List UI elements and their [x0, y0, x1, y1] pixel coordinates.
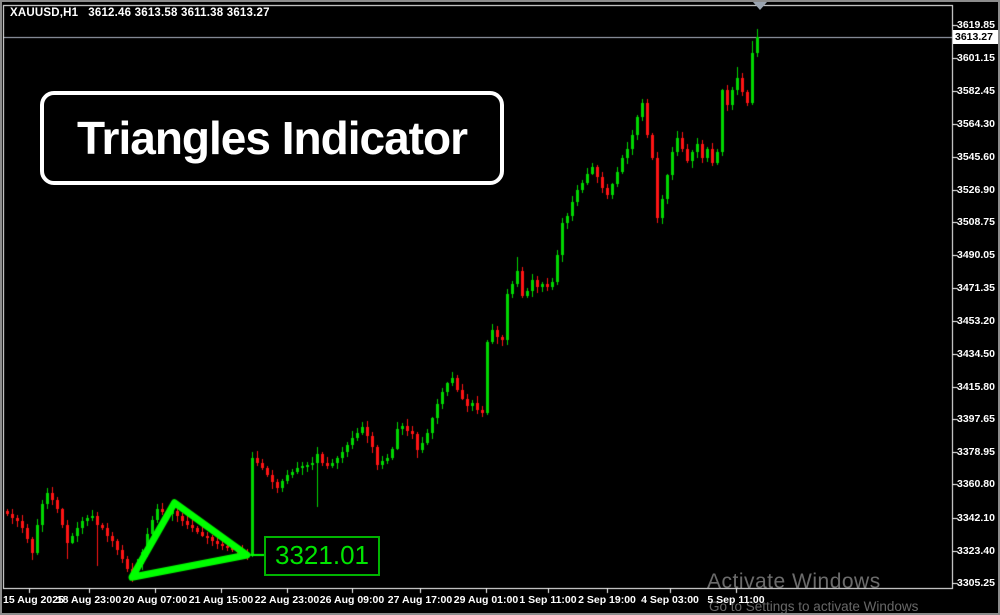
price-tick-label: 3490.05	[957, 249, 995, 261]
price-tick-label: 3342.10	[957, 512, 995, 524]
price-tick-label: 3564.30	[957, 118, 995, 130]
time-tick-label: 21 Aug 15:00	[188, 594, 254, 606]
time-tick-label: 5 Sep 11:00	[707, 594, 765, 606]
price-tick-label: 3453.20	[957, 315, 995, 327]
price-tick-label: 3545.60	[957, 151, 995, 163]
time-tick-label: 1 Sep 11:00	[519, 594, 577, 606]
triangle-price-label[interactable]: 3321.01	[264, 536, 380, 577]
price-tick-label: 3323.40	[957, 545, 995, 557]
activate-windows-watermark: Activate Windows	[707, 570, 881, 593]
price-tick-label: 3471.35	[957, 282, 995, 294]
time-tick-label: 20 Aug 07:00	[122, 594, 188, 606]
ohlc-values-label: 3612.46 3613.58 3611.38 3613.27	[88, 7, 270, 19]
chart-shift-marker-icon	[753, 2, 767, 10]
time-tick-label: 18 Aug 23:00	[56, 594, 122, 606]
price-tick-label: 3434.50	[957, 348, 995, 360]
price-tick-label: 3360.80	[957, 478, 995, 490]
time-tick-label: 27 Aug 17:00	[387, 594, 453, 606]
title-overlay-text: Triangles Indicator	[77, 112, 468, 164]
price-tick-label: 3601.15	[957, 52, 995, 64]
price-tick-label: 3508.75	[957, 216, 995, 228]
price-tick-label: 3526.90	[957, 184, 995, 196]
price-tick-label: 3305.25	[957, 577, 995, 589]
time-tick-label: 26 Aug 09:00	[319, 594, 385, 606]
activate-windows-watermark-subtext: Go to Settings to activate Windows	[709, 599, 919, 614]
time-tick-label: 29 Aug 01:00	[453, 594, 519, 606]
price-tick-label: 3397.65	[957, 413, 995, 425]
current-price-tag: 3613.27	[953, 30, 1000, 44]
time-tick-label: 15 Aug 2025	[3, 594, 64, 606]
symbol-timeframe-label: XAUUSD,H1	[10, 7, 79, 19]
price-tick-label: 3582.45	[957, 85, 995, 97]
time-tick-label: 22 Aug 23:00	[254, 594, 320, 606]
price-tick-label: 3415.80	[957, 381, 995, 393]
chart-header: XAUUSD,H1 3612.46 3613.58 3611.38 3613.27	[10, 7, 270, 19]
title-overlay-box: Triangles Indicator	[40, 91, 504, 185]
time-tick-label: 2 Sep 19:00	[578, 594, 636, 606]
time-tick-label: 4 Sep 03:00	[641, 594, 699, 606]
price-tick-label: 3378.95	[957, 446, 995, 458]
price-tick-label: 3619.85	[957, 19, 995, 31]
